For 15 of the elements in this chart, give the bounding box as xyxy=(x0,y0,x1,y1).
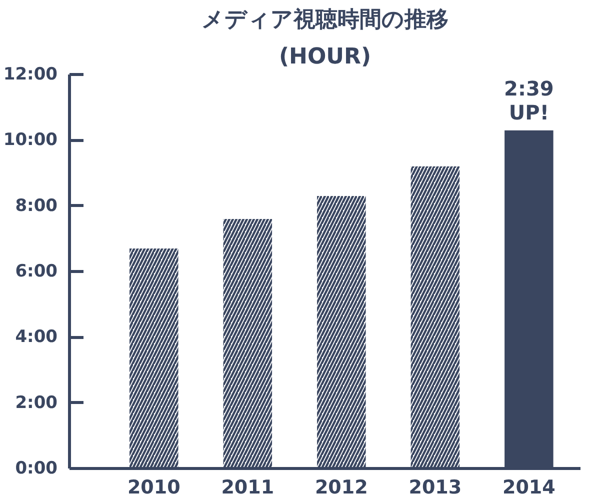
annotation: 2:39 UP! xyxy=(504,76,554,124)
chart-title: メディア視聴時間の推移 xyxy=(202,8,448,32)
x-tick-label: 2013 xyxy=(408,476,462,496)
y-tick-label: 12:00 xyxy=(3,64,58,84)
y-tick-label: 2:00 xyxy=(15,392,58,413)
y-tick-label: 6:00 xyxy=(15,262,58,282)
x-tick-label: 2011 xyxy=(221,476,274,496)
x-tick-label: 2010 xyxy=(127,476,180,496)
y-tick-label: 4:00 xyxy=(15,327,58,348)
y-tick-label: 8:00 xyxy=(15,196,58,216)
y-tick-label: 10:00 xyxy=(3,130,58,150)
y-tick-label: 0:00 xyxy=(15,458,58,478)
x-tick-label: 2014 xyxy=(502,476,556,496)
x-tick-label: 2012 xyxy=(314,476,368,496)
chart-subtitle: (HOUR) xyxy=(278,44,372,70)
